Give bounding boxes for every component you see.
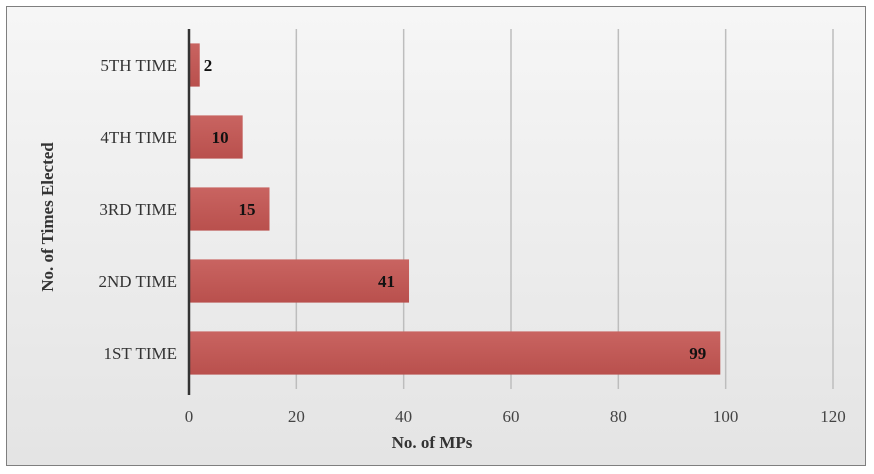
bar-chart: 0 20 40 60 80 100 120 1ST TIME 99 2ND TIME 41 3RD T… (38, 29, 846, 452)
gridlines (295, 29, 834, 389)
x-tick-label-40: 40 (395, 407, 412, 426)
data-label-1: 99 (689, 344, 706, 363)
y-category-label-4: 4TH TIME (100, 128, 177, 147)
bar-5 (189, 43, 200, 87)
y-category-label-1: 1ST TIME (103, 344, 177, 363)
bar-2 (189, 259, 410, 303)
bar-1 (189, 331, 721, 375)
x-tick-label-120: 120 (820, 407, 846, 426)
bar-4 (189, 115, 243, 159)
data-label-2: 41 (378, 272, 395, 291)
y-category-label-5: 5TH TIME (100, 56, 177, 75)
y-axis-title: No. of Times Elected (38, 142, 57, 292)
y-category-label-2: 2ND TIME (98, 272, 177, 291)
chart-frame: 0 20 40 60 80 100 120 1ST TIME 99 2ND TIME 41 3RD T… (6, 6, 866, 466)
bars (189, 43, 721, 375)
data-label-5: 2 (204, 56, 213, 75)
data-label-3: 15 (239, 200, 256, 219)
data-label-4: 10 (212, 128, 229, 147)
x-axis-title: No. of MPs (392, 433, 473, 452)
labels: 0 20 40 60 80 100 120 1ST TIME 99 2ND TIME 41 3RD T… (98, 56, 845, 426)
bar-3 (189, 187, 270, 231)
x-tick-label-80: 80 (610, 407, 627, 426)
x-tick-label-20: 20 (288, 407, 305, 426)
x-tick-label-60: 60 (503, 407, 520, 426)
x-tick-label-100: 100 (713, 407, 739, 426)
y-category-label-3: 3RD TIME (99, 200, 177, 219)
x-tick-label-0: 0 (185, 407, 194, 426)
